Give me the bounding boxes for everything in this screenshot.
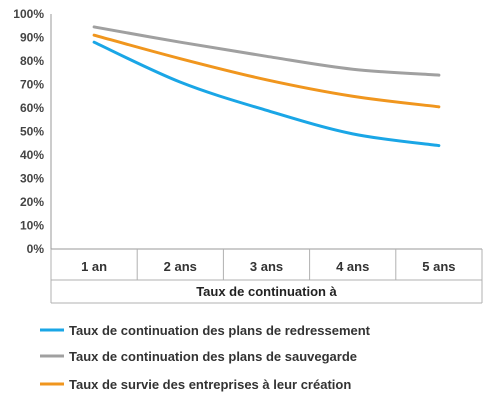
x-tick-label: 1 an bbox=[81, 259, 107, 274]
series-line bbox=[92, 33, 441, 109]
y-axis-ticks: 0% 10% 20% 30% 40% 50% 60% 70% 80% 90% 100% bbox=[13, 7, 44, 256]
axes bbox=[50, 14, 482, 250]
legend-label: Taux de survie des entreprises à leur cr… bbox=[69, 377, 351, 392]
y-tick-label: 70% bbox=[20, 78, 44, 92]
y-tick-label: 90% bbox=[20, 31, 44, 45]
y-tick-label: 10% bbox=[20, 219, 44, 233]
y-tick-label: 60% bbox=[20, 101, 44, 115]
x-axis-ticks: 1 an 2 ans 3 ans 4 ans 5 ans bbox=[81, 259, 455, 274]
series-line bbox=[92, 40, 441, 148]
y-tick-label: 100% bbox=[13, 7, 44, 21]
x-tick-label: 5 ans bbox=[422, 259, 455, 274]
y-tick-label: 40% bbox=[20, 148, 44, 162]
x-axis-title: Taux de continuation à bbox=[196, 284, 337, 299]
y-tick-label: 0% bbox=[27, 242, 45, 256]
y-tick-label: 30% bbox=[20, 172, 44, 186]
series-line bbox=[92, 25, 441, 77]
x-tick-label: 4 ans bbox=[336, 259, 369, 274]
x-tick-label: 3 ans bbox=[250, 259, 283, 274]
y-tick-label: 80% bbox=[20, 54, 44, 68]
x-axis-category-grid bbox=[50, 249, 483, 304]
legend: Taux de continuation des plans de redres… bbox=[40, 323, 371, 392]
legend-label: Taux de continuation des plans de redres… bbox=[69, 323, 371, 338]
series-lines bbox=[92, 25, 441, 148]
y-tick-label: 50% bbox=[20, 125, 44, 139]
x-tick-label: 2 ans bbox=[164, 259, 197, 274]
y-tick-label: 20% bbox=[20, 195, 44, 209]
legend-label: Taux de continuation des plans de sauveg… bbox=[69, 349, 357, 364]
